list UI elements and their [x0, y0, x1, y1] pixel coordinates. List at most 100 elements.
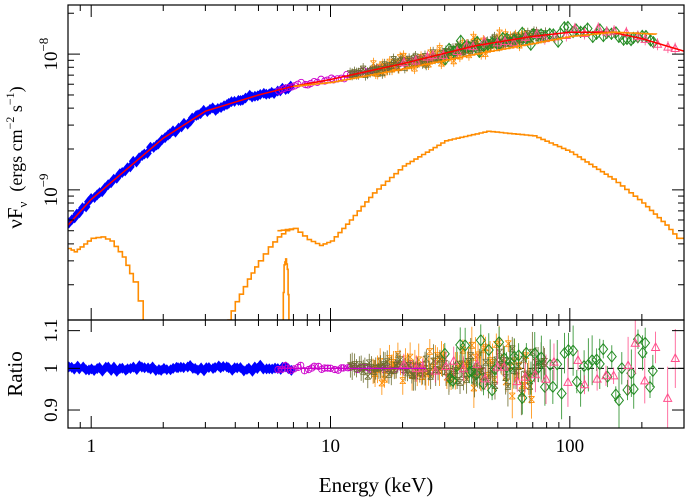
ratio-point-olive-cross: [487, 370, 494, 378]
ratio-point-orange-cross: [461, 361, 469, 369]
point-orange-cross: [411, 64, 418, 72]
ratio-point-pink-triangle: [650, 341, 661, 351]
ratio-point-orange-cross: [399, 377, 407, 385]
ratio-point-olive-cross: [351, 361, 358, 368]
ratio-point-olive-cross: [497, 361, 505, 368]
ratio-point-olive-cross: [529, 348, 536, 356]
ratio-point-orange-cross: [464, 362, 471, 370]
ratio-point-pink-triangle: [530, 369, 541, 379]
ratio-series-green-diamond: [439, 324, 658, 428]
model-component-soft-component: [68, 236, 144, 320]
ratio-point-olive-cross: [430, 357, 437, 365]
ratio-point-orange-cross: [459, 346, 467, 354]
point-olive-cross: [524, 30, 532, 38]
point-olive-cross: [397, 57, 404, 65]
ratio-point-orange-cross: [426, 347, 434, 355]
point-orange-cross: [465, 51, 473, 59]
ratio-point-green-diamond: [545, 358, 556, 372]
series-pink-triangle: [399, 22, 680, 69]
ratio-point-green-diamond: [483, 343, 494, 357]
x-tick-label-100: 100: [556, 436, 585, 457]
y-tick-label-1e-8: 10−8: [36, 38, 62, 71]
ratio-point-pink-triangle: [630, 337, 641, 347]
ratio-point-pink-triangle: [441, 360, 451, 370]
point-olive-cross: [398, 56, 406, 64]
ratio-point-olive-cross: [416, 368, 424, 376]
ratio-point-orange-cross: [522, 352, 530, 360]
ratio-point-olive-cross: [506, 357, 513, 365]
ratio-point-green-diamond: [628, 382, 639, 396]
ratio-point-olive-cross: [508, 345, 516, 353]
ratio-point-orange-cross: [468, 341, 476, 349]
ratio-point-olive-cross: [408, 371, 416, 378]
point-olive-cross: [530, 28, 538, 36]
ratio-point-pink-triangle: [499, 361, 509, 371]
ratio-point-green-diamond: [517, 391, 528, 405]
panel-frames: [67, 4, 685, 429]
ratio-point-green-diamond: [613, 394, 625, 407]
ratio-point-olive-cross: [377, 363, 384, 371]
point-olive-cross: [401, 63, 409, 71]
ratio-point-olive-cross: [385, 370, 393, 378]
ratio-point-pink-triangle: [520, 371, 531, 381]
ratio-point-pink-triangle: [472, 358, 482, 368]
ratio-point-green-diamond: [487, 384, 498, 397]
point-green-diamond: [610, 26, 621, 39]
ratio-point-olive-cross: [526, 382, 534, 390]
ratio-point-magenta-circle: [294, 363, 302, 371]
point-olive-cross: [346, 70, 354, 78]
ratio-point-olive-cross: [348, 362, 356, 370]
ratio-point-olive-cross: [541, 357, 548, 365]
ratio-point-magenta-circle: [300, 367, 309, 375]
model-component-iron-line: [282, 258, 290, 320]
ratio-point-olive-cross: [493, 356, 500, 364]
ratio-point-green-diamond: [547, 380, 558, 394]
ratio-point-green-diamond: [460, 339, 471, 352]
ratio-point-green-diamond: [509, 350, 520, 364]
ratio-point-green-diamond: [594, 357, 605, 371]
ratio-tick-label-1.1: 1.1: [41, 319, 62, 343]
point-olive-cross: [487, 41, 494, 49]
ratio-point-olive-cross: [410, 371, 417, 379]
ratio-point-olive-cross: [540, 360, 547, 367]
ratio-point-pink-triangle: [608, 370, 619, 380]
ratio-point-olive-cross: [388, 367, 395, 375]
point-olive-cross: [359, 65, 367, 73]
ratio-point-olive-cross: [471, 376, 478, 384]
spectrum-panel-frame: [67, 4, 685, 321]
spectrum-panel-data: [68, 20, 684, 320]
ratio-point-orange-cross: [486, 357, 494, 365]
ratio-point-orange-cross: [434, 351, 441, 359]
ratio-point-green-diamond: [556, 387, 567, 400]
x-tick-label-10: 10: [321, 436, 340, 457]
ratio-point-olive-cross: [356, 361, 363, 369]
point-orange-cross: [496, 29, 503, 37]
ratio-point-orange-cross: [525, 374, 533, 382]
point-olive-cross: [392, 58, 400, 66]
point-green-diamond: [528, 27, 539, 41]
point-olive-cross: [394, 63, 402, 71]
ratio-point-green-diamond: [489, 363, 500, 376]
ratio-point-pink-triangle: [579, 379, 590, 389]
y-tick-label-1e-9: 10−9: [36, 173, 62, 206]
ratio-point-orange-cross: [371, 370, 379, 377]
point-orange-cross: [400, 52, 407, 60]
ratio-point-pink-triangle: [448, 355, 459, 365]
ratio-point-olive-cross: [411, 372, 419, 380]
ratio-point-pink-triangle: [592, 373, 602, 383]
point-green-diamond: [632, 30, 643, 44]
point-green-diamond: [544, 27, 555, 41]
ratio-point-olive-cross: [381, 362, 389, 370]
point-olive-cross: [405, 55, 413, 63]
ratio-point-pink-triangle: [573, 354, 583, 364]
ratio-point-olive-cross: [458, 360, 466, 368]
ratio-point-green-diamond: [587, 353, 598, 367]
point-orange-cross: [452, 48, 460, 56]
point-orange-cross: [379, 61, 387, 69]
ratio-point-pink-triangle: [601, 370, 611, 380]
point-green-diamond: [444, 42, 455, 56]
ratio-point-pink-triangle: [563, 376, 573, 386]
ratio-point-olive-cross: [361, 363, 369, 370]
ratio-point-pink-triangle: [670, 352, 681, 362]
point-olive-cross: [384, 64, 391, 72]
